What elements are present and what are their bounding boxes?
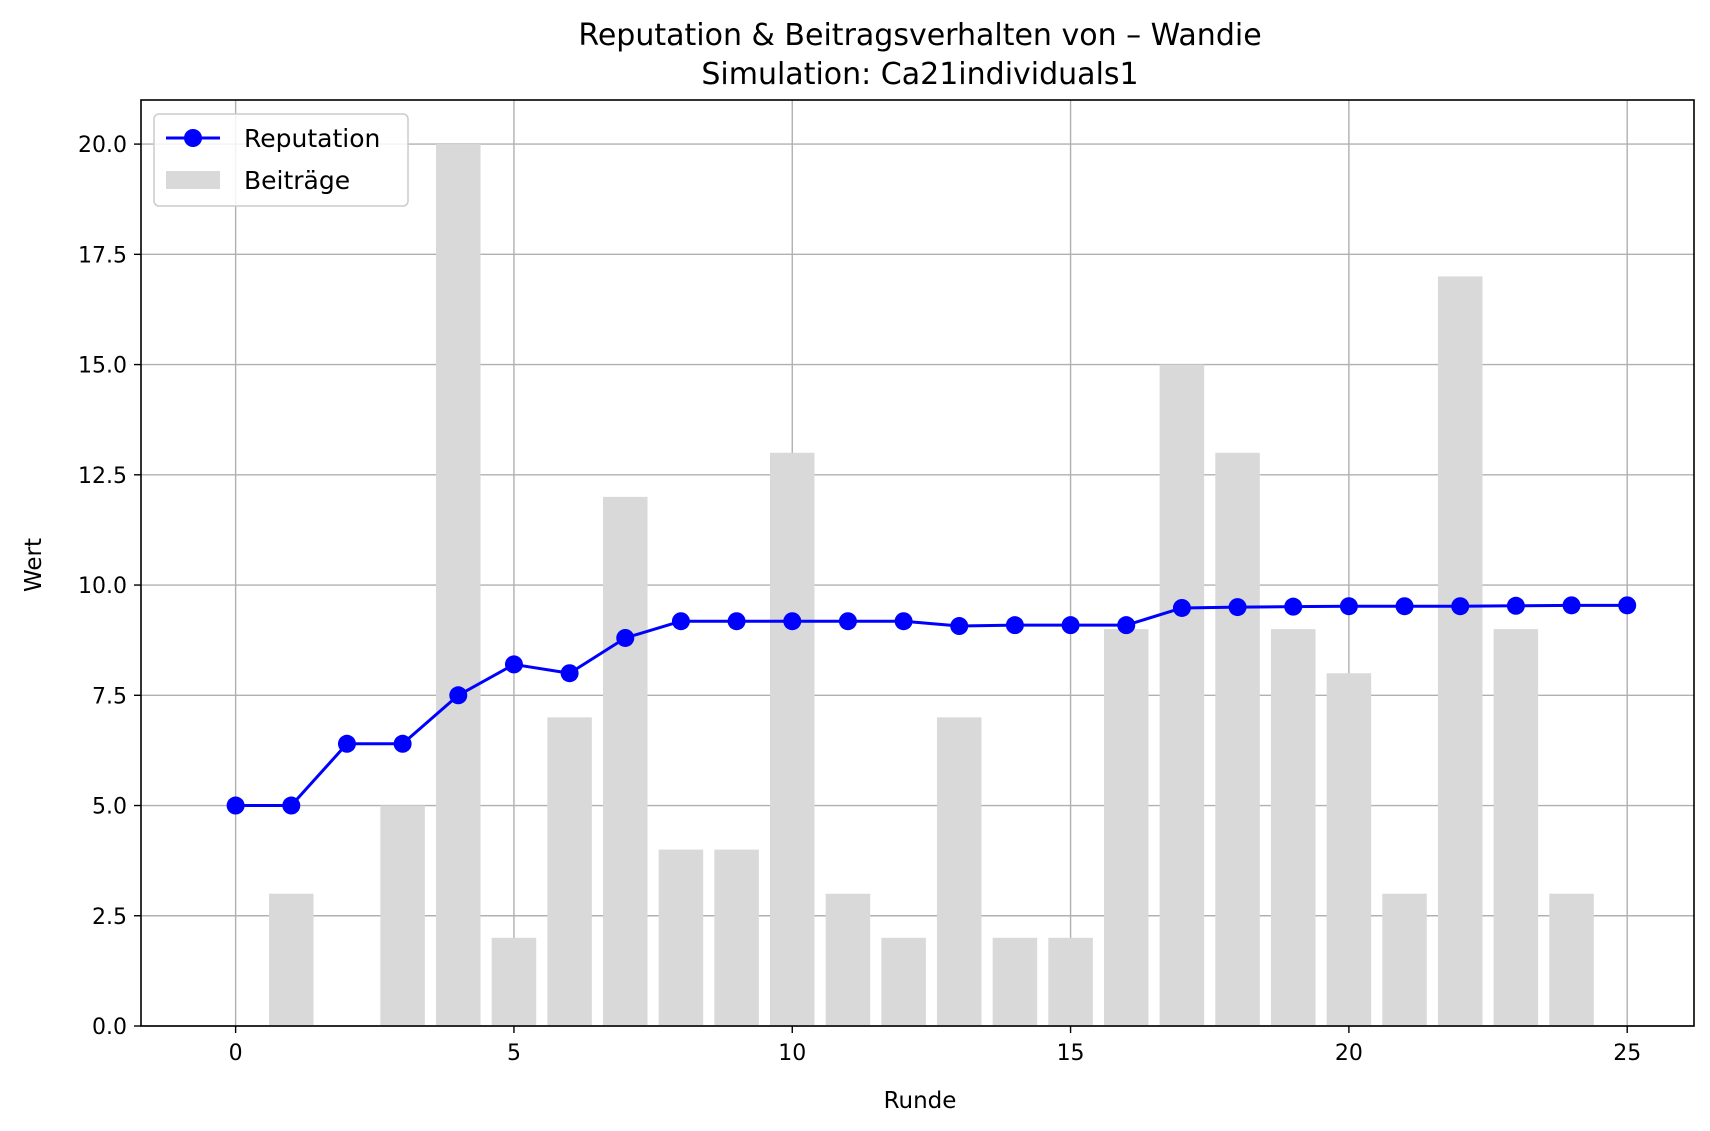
y-tick-label: 17.5 [78, 243, 127, 268]
reputation-point [616, 628, 635, 647]
x-axis-label: Runde [884, 1088, 957, 1114]
reputation-point [449, 686, 468, 705]
bar [714, 849, 759, 1026]
bar [1382, 893, 1427, 1026]
reputation-point [1228, 598, 1247, 617]
bar [992, 937, 1038, 1026]
x-tick-label: 10 [778, 1041, 806, 1066]
y-tick-label: 7.5 [92, 684, 127, 709]
reputation-point [1395, 597, 1414, 616]
reputation-point [226, 796, 245, 815]
reputation-point [1172, 598, 1191, 617]
bar [1048, 937, 1093, 1026]
y-tick-label: 10.0 [78, 574, 127, 599]
y-tick-label: 5.0 [92, 795, 127, 820]
legend: Reputation Beiträge [153, 113, 409, 207]
bar [1103, 629, 1149, 1026]
legend-label-beitraege: Beiträge [244, 166, 350, 195]
y-tick-label: 15.0 [78, 354, 127, 379]
legend-label-reputation: Reputation [244, 124, 380, 153]
bar [1215, 452, 1260, 1026]
reputation-point [1339, 597, 1358, 616]
line-series-reputation [226, 596, 1637, 815]
bar-series-beitraege [269, 144, 1594, 1027]
chart-title: Reputation & Beitragsverhalten von – Wan… [578, 18, 1261, 53]
bar [436, 144, 481, 1027]
reputation-point [1618, 596, 1637, 615]
reputation-point [671, 612, 690, 631]
bar [658, 849, 704, 1026]
bar [603, 496, 648, 1026]
reputation-point [560, 664, 579, 683]
reputation-point [393, 734, 412, 753]
x-tick-label: 25 [1613, 1041, 1641, 1066]
y-tick-label: 20.0 [78, 133, 127, 158]
bar [1326, 673, 1372, 1026]
reputation-point [727, 612, 746, 631]
reputation-point [1451, 597, 1470, 616]
y-tick-label: 2.5 [92, 905, 127, 930]
bar [1437, 276, 1483, 1026]
y-axis-ticks: 0.0 2.5 5.0 7.5 10.0 12.5 15.0 17.5 20.0 [78, 133, 141, 1040]
x-tick-label: 20 [1335, 1041, 1363, 1066]
bar [1159, 364, 1205, 1027]
x-tick-label: 5 [507, 1041, 521, 1066]
x-axis-ticks: 0 5 10 15 20 25 [229, 1026, 1641, 1066]
bar [769, 452, 815, 1026]
reputation-point [337, 734, 356, 753]
y-tick-label: 0.0 [92, 1015, 127, 1040]
reputation-point [950, 617, 969, 636]
reputation-point [783, 612, 802, 631]
reputation-point [1562, 596, 1581, 615]
bar [825, 893, 871, 1026]
reputation-line [235, 603, 1628, 808]
bar [491, 937, 537, 1026]
reputation-point [1005, 616, 1024, 635]
bar [1493, 629, 1539, 1026]
reputation-point [894, 612, 913, 631]
reputation-point [1284, 597, 1303, 616]
reputation-point [1061, 616, 1080, 635]
reputation-point [838, 612, 857, 631]
chart-subtitle: Simulation: Ca21individuals1 [701, 57, 1138, 92]
x-tick-label: 0 [229, 1041, 243, 1066]
bar [936, 717, 982, 1026]
bar [1270, 629, 1316, 1026]
bar [380, 805, 425, 1026]
reputation-point [282, 796, 301, 815]
legend-bar-swatch [166, 171, 220, 189]
x-tick-label: 15 [1057, 1041, 1085, 1066]
reputation-point [1117, 616, 1136, 635]
bar [547, 717, 592, 1026]
legend-marker-swatch [184, 129, 202, 147]
plot-frame [140, 99, 1695, 1027]
y-tick-label: 12.5 [78, 464, 127, 489]
y-axis-label: Wert [21, 538, 47, 592]
bar [269, 893, 314, 1026]
bar [881, 937, 926, 1026]
bar [1549, 893, 1594, 1026]
reputation-point [1506, 596, 1525, 615]
reputation-point [504, 655, 523, 674]
